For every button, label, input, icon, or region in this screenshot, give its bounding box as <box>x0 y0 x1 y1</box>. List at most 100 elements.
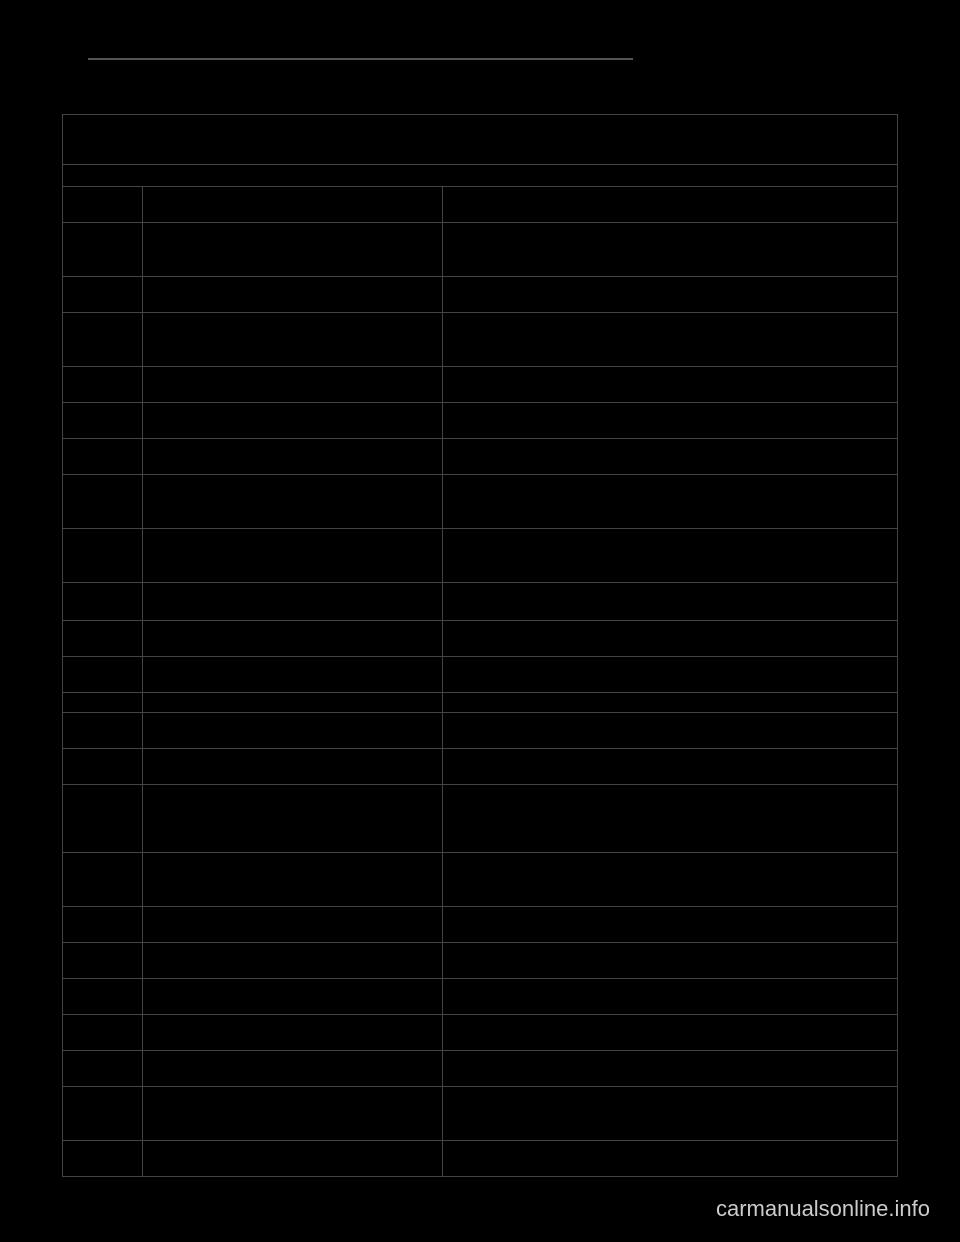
watermark-text: carmanualsonline.info <box>716 1196 930 1222</box>
cell-function <box>442 713 897 749</box>
table-row <box>63 621 898 657</box>
cell-function <box>442 943 897 979</box>
table-row <box>63 1141 898 1177</box>
cell-num <box>63 907 143 943</box>
cell-function <box>442 1141 897 1177</box>
table-row <box>63 853 898 907</box>
cell-num <box>63 583 143 621</box>
cell-num <box>63 1015 143 1051</box>
table-row <box>63 367 898 403</box>
cell-num <box>63 439 143 475</box>
table-row <box>63 907 898 943</box>
table-row <box>63 529 898 583</box>
table-title-cell <box>63 115 898 165</box>
cell-fuse <box>142 853 442 907</box>
cell-num <box>63 943 143 979</box>
cell-fuse <box>142 979 442 1015</box>
cell-function <box>442 749 897 785</box>
cell-function <box>442 367 897 403</box>
cell-fuse <box>142 277 442 313</box>
cell-num <box>63 1087 143 1141</box>
table-row <box>63 583 898 621</box>
cell-num <box>63 367 143 403</box>
cell-num <box>63 785 143 853</box>
table-row <box>63 1015 898 1051</box>
cell-num <box>63 1141 143 1177</box>
cell-num <box>63 277 143 313</box>
table-row <box>63 943 898 979</box>
cell-num <box>63 853 143 907</box>
table-row <box>63 223 898 277</box>
cell-function <box>442 403 897 439</box>
cell-fuse <box>142 313 442 367</box>
cell-function <box>442 313 897 367</box>
cell-fuse <box>142 475 442 529</box>
cell-fuse <box>142 693 442 713</box>
cell-function <box>442 693 897 713</box>
cell-fuse <box>142 785 442 853</box>
table-row <box>63 1051 898 1087</box>
cell-fuse <box>142 1051 442 1087</box>
table-row <box>63 1087 898 1141</box>
cell-function <box>442 1015 897 1051</box>
cell-num <box>63 713 143 749</box>
table-row <box>63 979 898 1015</box>
cell-fuse <box>142 1015 442 1051</box>
table-header-row <box>63 165 898 187</box>
table-row <box>63 313 898 367</box>
cell-fuse <box>142 657 442 693</box>
cell-num <box>63 749 143 785</box>
cell-fuse <box>142 621 442 657</box>
cell-fuse <box>142 907 442 943</box>
cell-num <box>63 979 143 1015</box>
cell-function <box>442 1051 897 1087</box>
cell-num <box>63 475 143 529</box>
table-header-cell <box>63 165 898 187</box>
cell-fuse <box>142 403 442 439</box>
cell-num <box>63 693 143 713</box>
table-row <box>63 187 898 223</box>
table-row <box>63 277 898 313</box>
cell-num <box>63 313 143 367</box>
cell-function <box>442 223 897 277</box>
cell-fuse <box>142 187 442 223</box>
cell-fuse <box>142 583 442 621</box>
cell-num <box>63 223 143 277</box>
cell-function <box>442 187 897 223</box>
cell-function <box>442 621 897 657</box>
cell-fuse <box>142 713 442 749</box>
table-title-row <box>63 115 898 165</box>
table-row <box>63 785 898 853</box>
fuse-table <box>62 114 898 1177</box>
cell-function <box>442 979 897 1015</box>
table-row <box>63 713 898 749</box>
table-row <box>63 693 898 713</box>
cell-fuse <box>142 749 442 785</box>
cell-fuse <box>142 1087 442 1141</box>
cell-num <box>63 529 143 583</box>
cell-fuse <box>142 529 442 583</box>
cell-num <box>63 621 143 657</box>
header-underline <box>88 58 633 60</box>
table-row <box>63 439 898 475</box>
table-row <box>63 403 898 439</box>
table <box>62 114 898 1177</box>
cell-function <box>442 785 897 853</box>
cell-fuse <box>142 439 442 475</box>
cell-fuse <box>142 367 442 403</box>
cell-function <box>442 657 897 693</box>
cell-function <box>442 277 897 313</box>
table-row <box>63 749 898 785</box>
cell-num <box>63 187 143 223</box>
cell-function <box>442 475 897 529</box>
cell-function <box>442 439 897 475</box>
cell-function <box>442 1087 897 1141</box>
cell-function <box>442 583 897 621</box>
table-row <box>63 475 898 529</box>
cell-function <box>442 907 897 943</box>
cell-num <box>63 403 143 439</box>
cell-num <box>63 1051 143 1087</box>
cell-fuse <box>142 943 442 979</box>
cell-function <box>442 529 897 583</box>
table-row <box>63 657 898 693</box>
